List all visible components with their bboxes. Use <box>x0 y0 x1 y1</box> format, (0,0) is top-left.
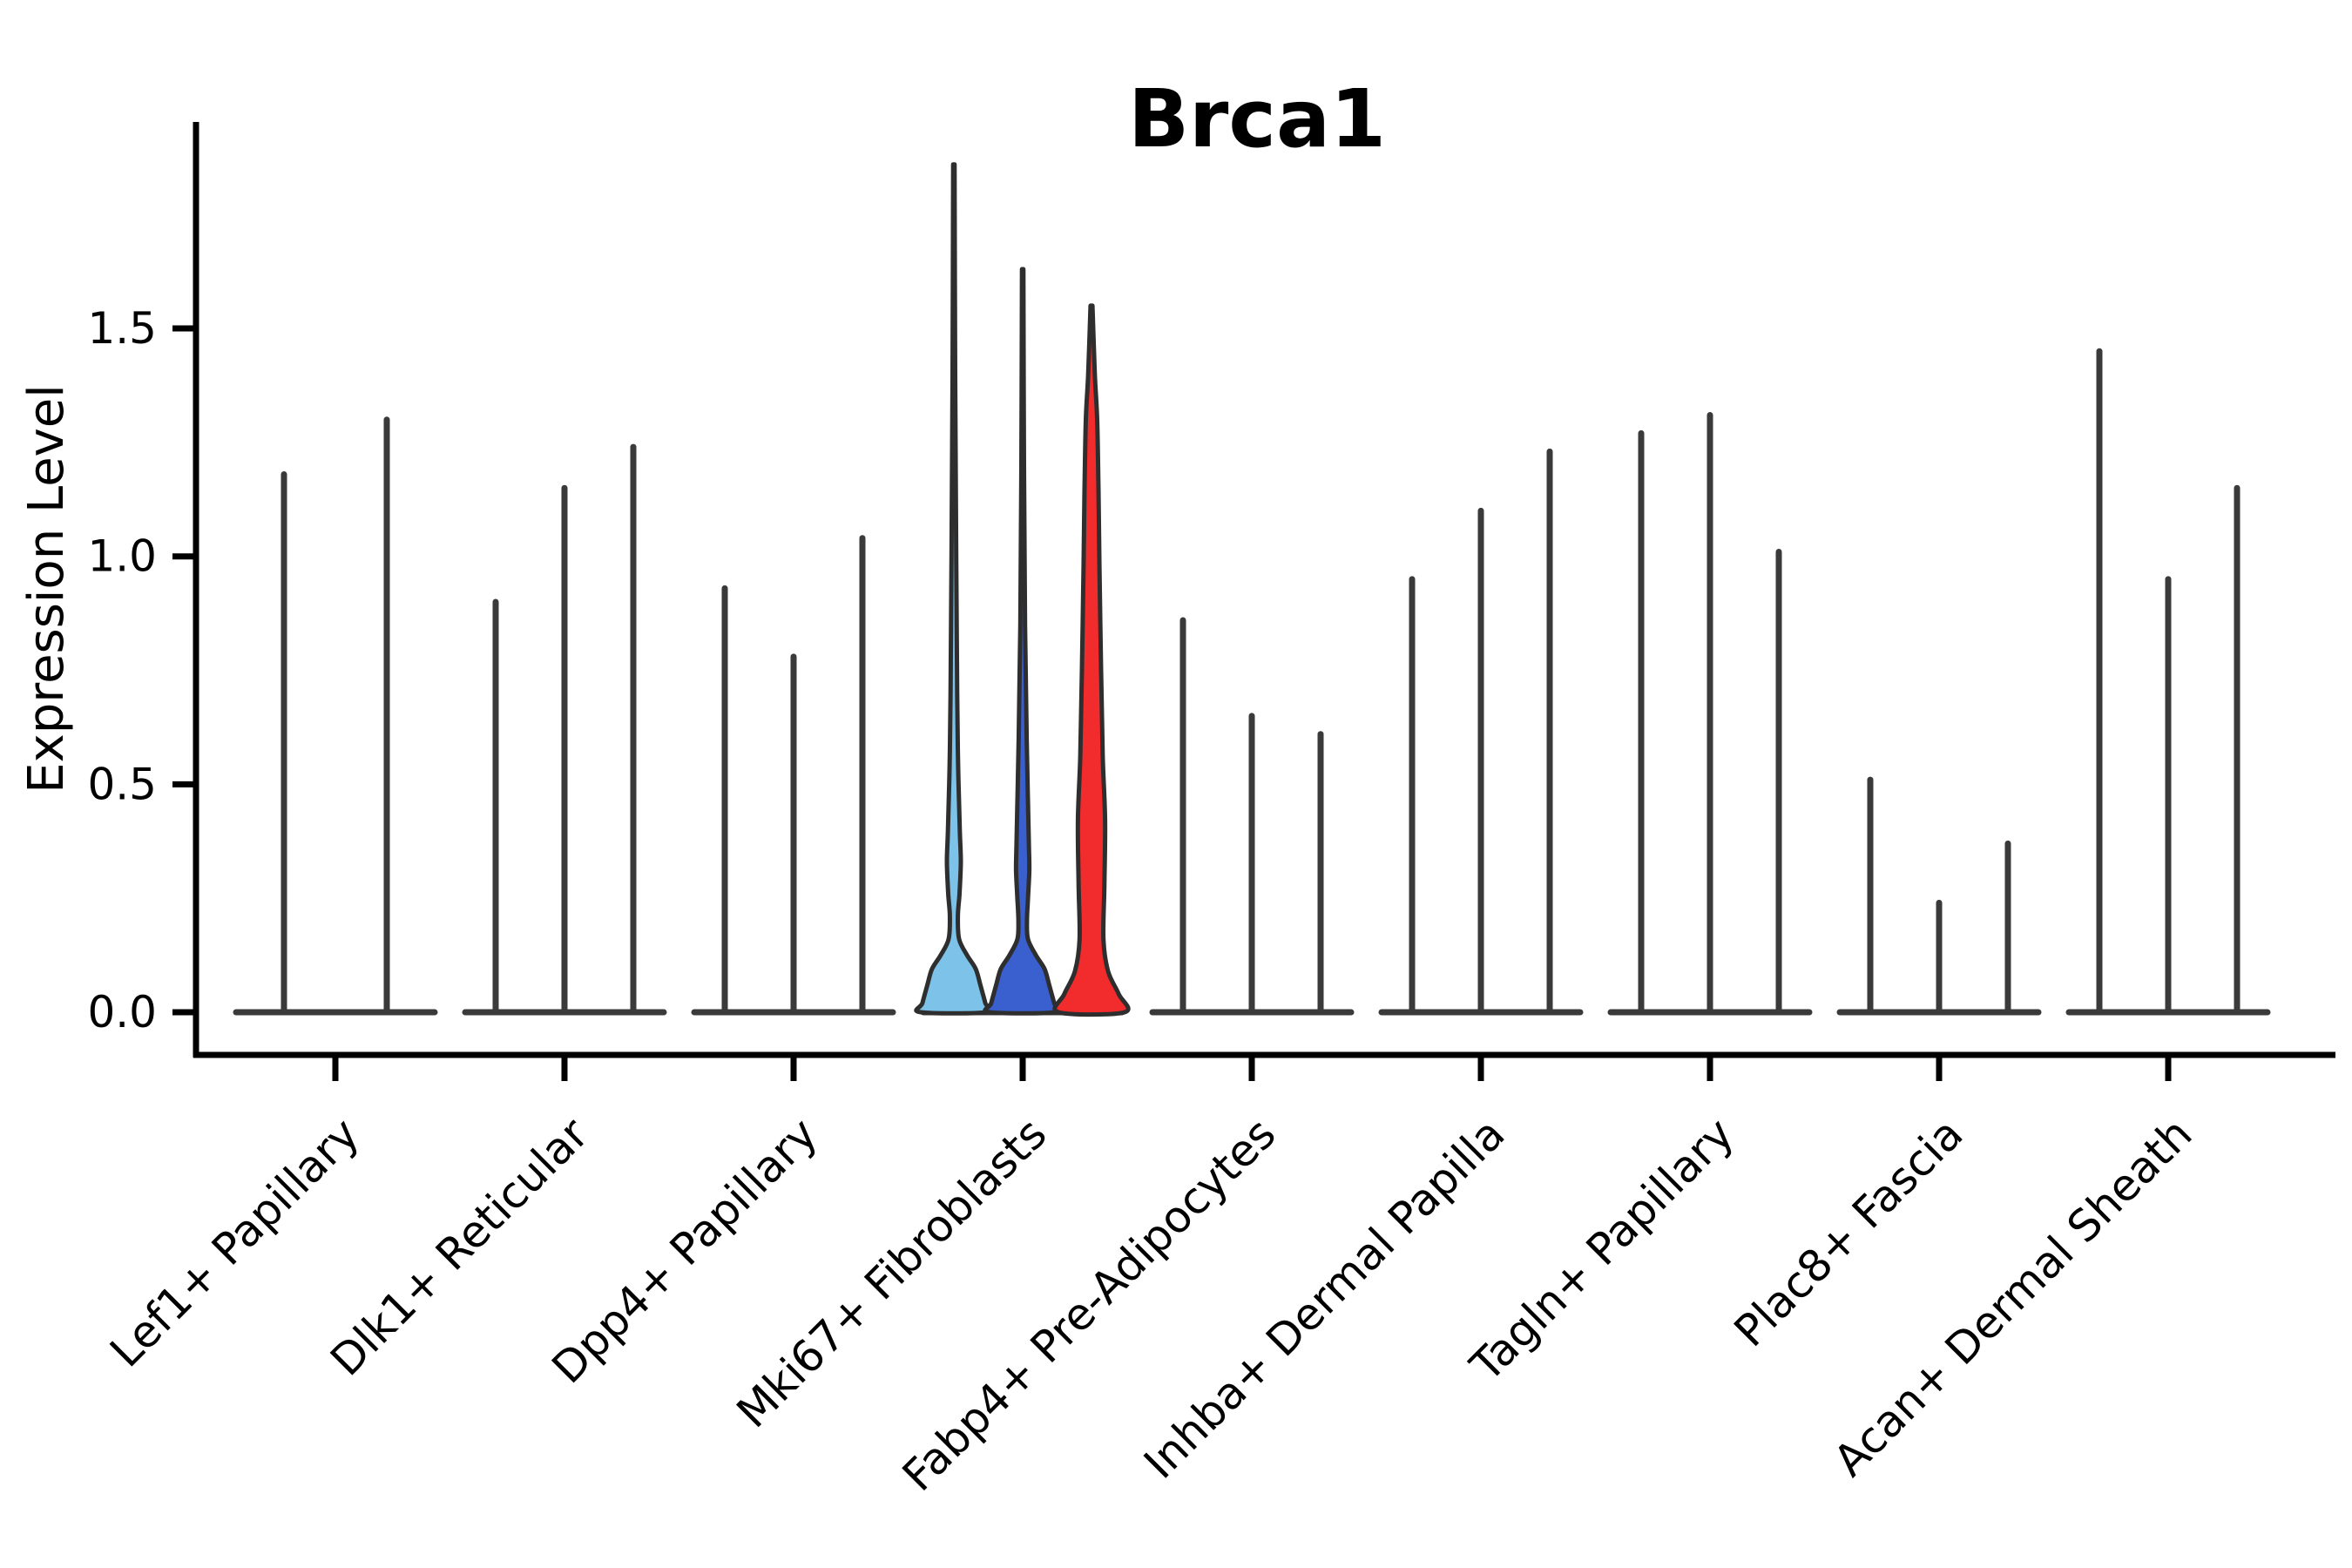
violin-body <box>1052 303 1131 1017</box>
violin-body <box>983 267 1063 1016</box>
violin-body <box>914 162 994 1016</box>
y-tick-label: 0.0 <box>87 987 157 1037</box>
x-tick-label: Lef1+ Papillary <box>100 1108 368 1376</box>
x-tick-label: Plac8+ Fascia <box>1725 1108 1973 1356</box>
y-tick-label: 1.0 <box>87 531 157 582</box>
y-tick-label: 1.5 <box>87 303 157 354</box>
chart-title: Brca1 <box>1128 72 1386 166</box>
y-tick-label: 0.5 <box>87 759 157 809</box>
y-axis-label: Expression Level <box>18 384 75 794</box>
x-tick-label: Fabp4+ Pre-Adipocytes <box>893 1108 1286 1501</box>
